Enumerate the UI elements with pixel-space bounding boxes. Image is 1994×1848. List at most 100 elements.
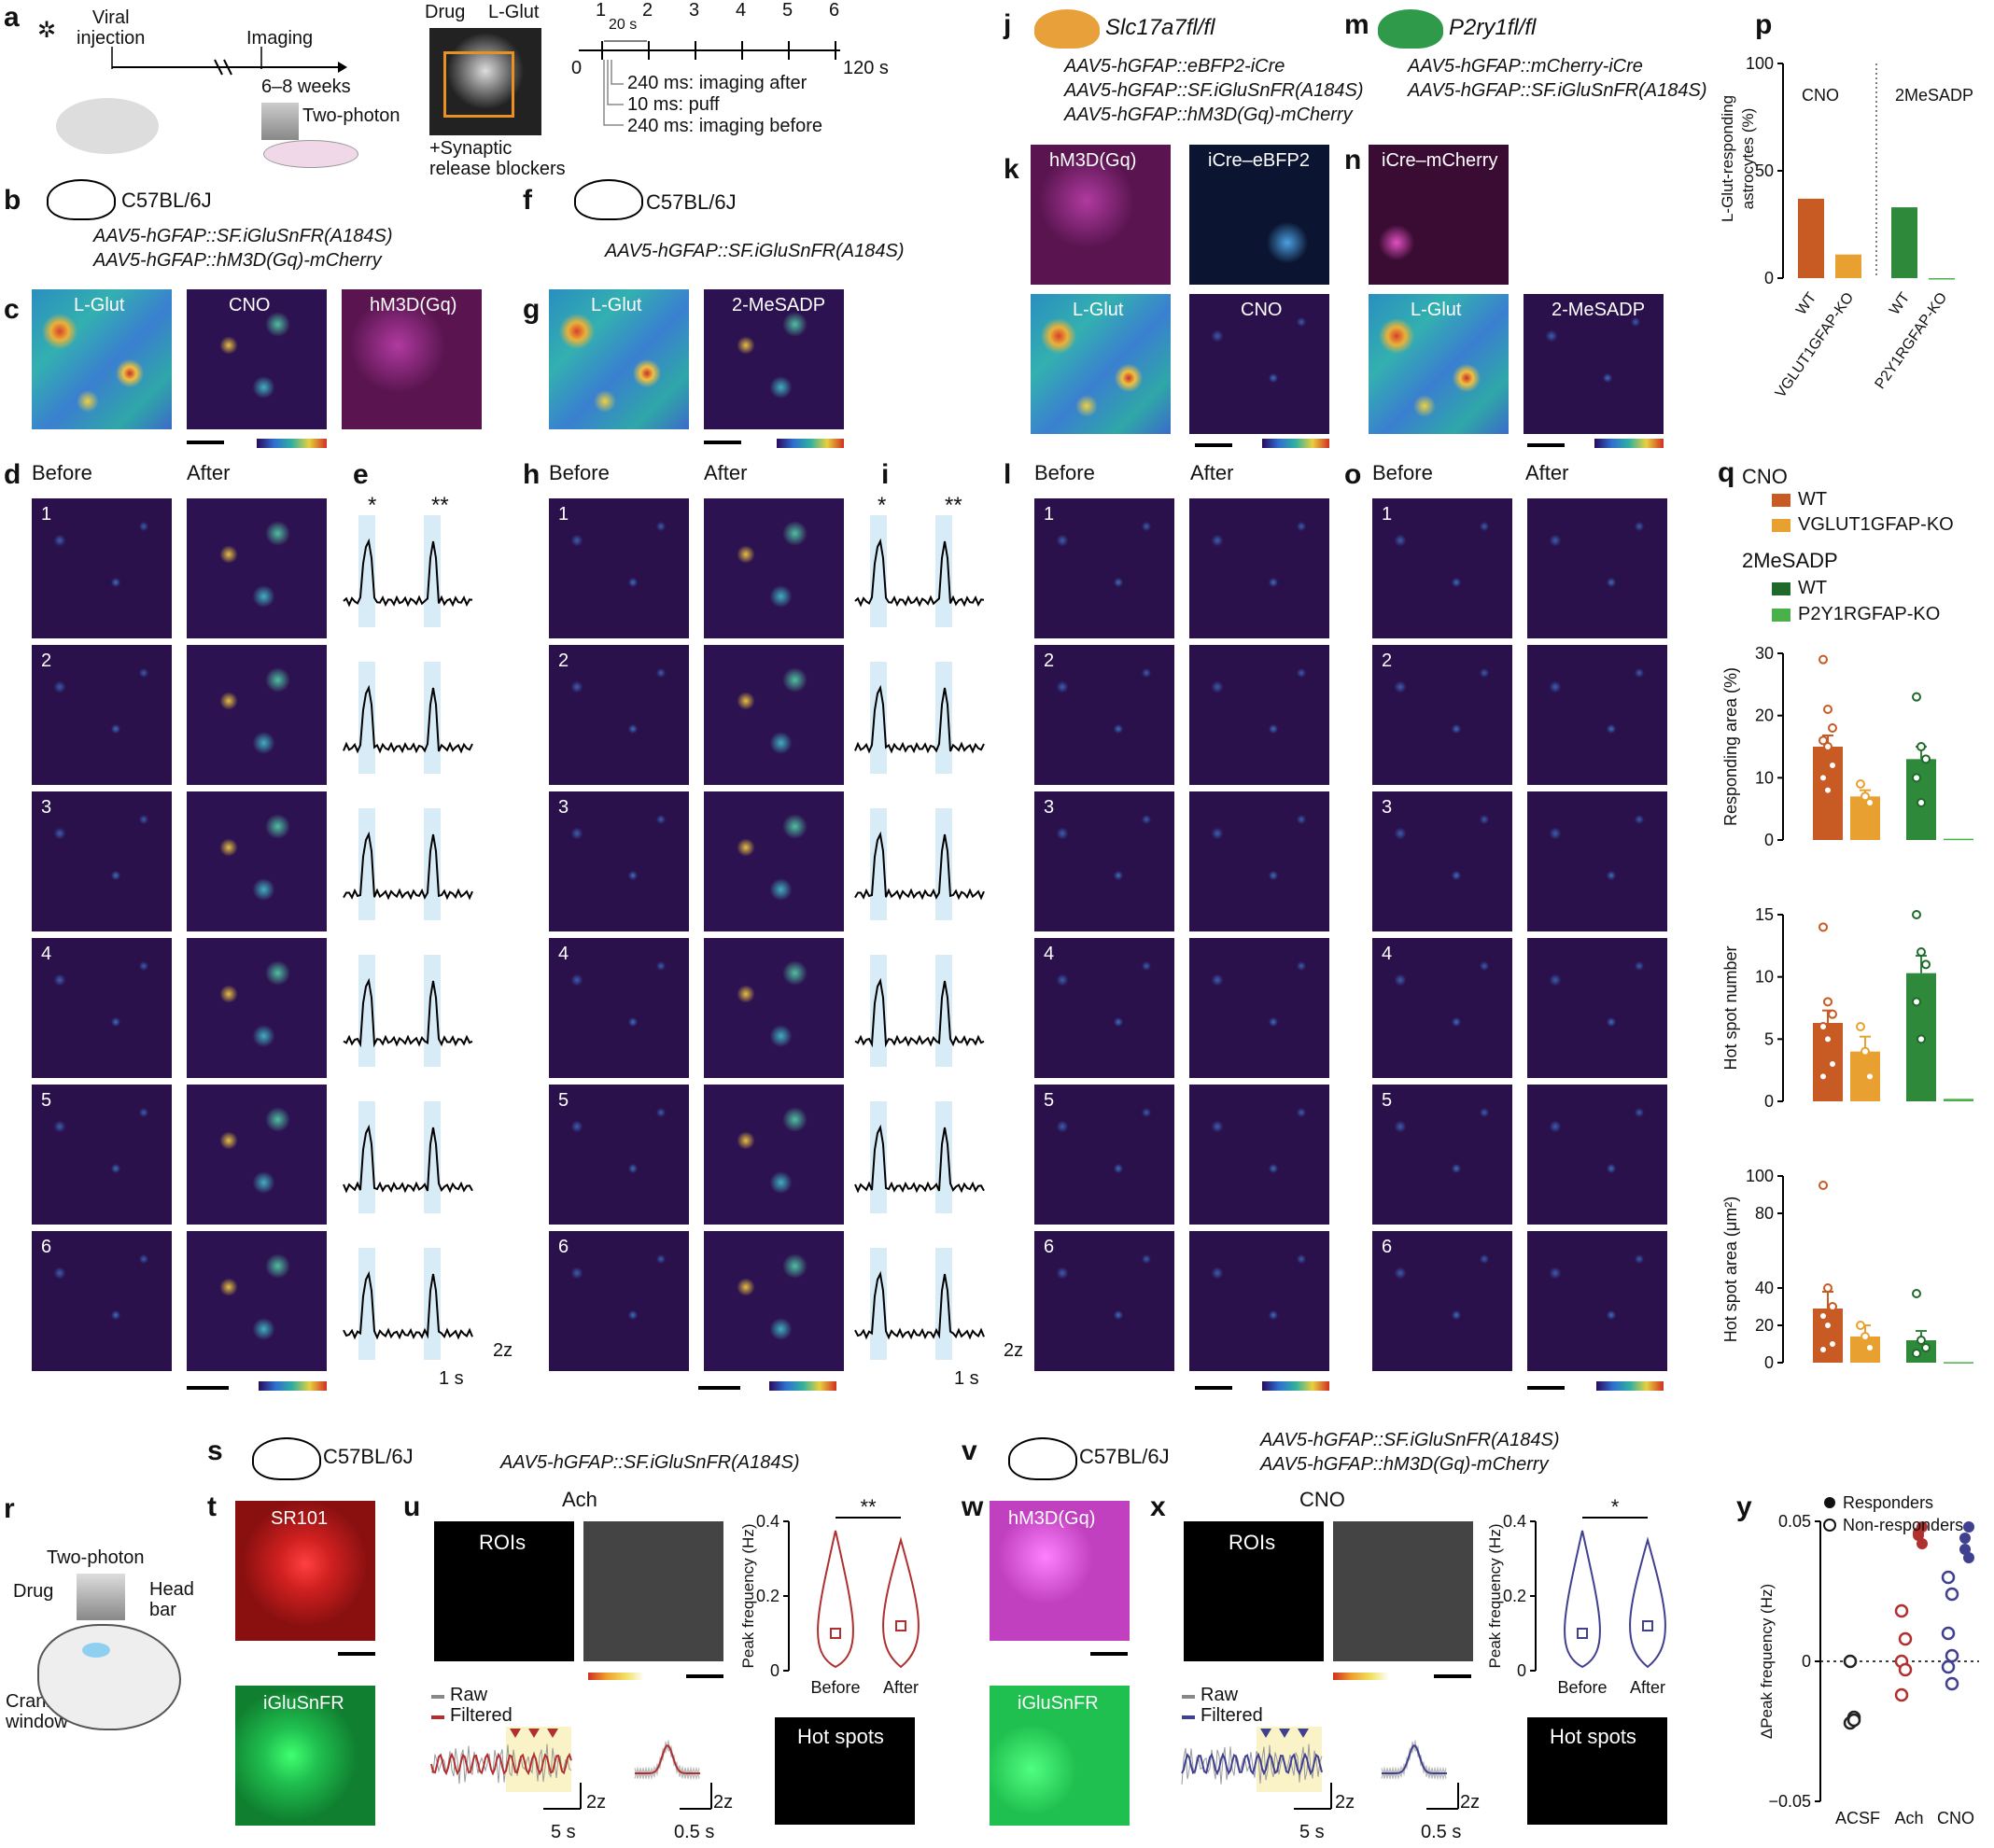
peak-marker [1260,1729,1271,1738]
viral-injection-label: Viral injection [77,7,146,49]
y-axis-label: Hot spot area (μm²) [1721,1197,1740,1342]
panel-s-vector: AAV5-hGFAP::SF.iGluSnFR(A184S) [500,1452,800,1473]
after-image [1527,938,1667,1078]
row-number: 2 [558,651,569,671]
x-label: Before [810,1678,860,1697]
row-number: 6 [1382,1237,1393,1257]
row-number: 1 [1044,504,1055,525]
row-number: 2 [1044,651,1055,671]
roi-box [443,51,514,118]
data-point [1818,1022,1828,1031]
after-image [704,645,844,785]
y-tick-label: 0.2 [1503,1587,1526,1605]
iglusnfr-title: iGluSnFR [1018,1693,1099,1714]
colorbar [1262,439,1329,448]
x-label: After [1630,1678,1665,1697]
green-mouse-icon [1378,9,1443,49]
y-tick-label: 0 [1764,1353,1774,1372]
hotspots-title: Hot spots [797,1725,884,1748]
average-trace-u [634,1740,712,1810]
lglut-map-k: L-Glut [1031,294,1171,434]
trace-svg [854,955,985,1067]
data-point [1917,742,1926,751]
z-scale-i: 2z [1004,1340,1024,1361]
data-point [1823,742,1833,751]
after-header: After [1525,461,1569,484]
trace-svg [854,662,985,774]
panel-j-vector-3: AAV5-hGFAP::hM3D(Gq)-mCherry [1064,105,1353,125]
y-axis-label: Peak frequency (Hz) [739,1524,757,1669]
data-point [1823,997,1833,1007]
trace-x [1181,1727,1332,1810]
weeks-label: 6–8 weeks [261,77,351,97]
q-hotspot-area-chart: 0 20 40 80 100 Hot spot area (μm²) [1721,1167,1973,1372]
after-image [1189,791,1329,931]
panel-f-strain: C57BL/6J [646,190,737,214]
hm3d-title: hM3D(Gq) [1049,150,1137,171]
puff-label: 10 ms: puff [627,94,720,115]
y-tick-label: 0 [1764,269,1774,287]
scale-bar-d [187,1386,229,1390]
nonresponder-point [1894,1603,1909,1618]
bar [1944,1362,1973,1364]
mouse-head-fixed-illustration [37,1624,181,1730]
legend-ko1-label: VGLUT1GFAP-KO [1798,514,1954,535]
legend-wt2-swatch [1772,582,1790,595]
data-point [1828,761,1837,770]
filtered-legend-label: Filtered [1201,1705,1263,1726]
panel-v-strain: C57BL/6J [1079,1445,1170,1468]
puff-window-2 [935,1248,952,1360]
before-image: 4 [549,938,689,1078]
nonresponder-point [1898,1631,1913,1646]
tick-5: 5 [782,0,793,21]
after-image [704,1231,844,1371]
row-number: 5 [1382,1090,1393,1111]
tick-3: 3 [689,0,700,21]
y-tick-label: 0 [1517,1661,1526,1680]
virus-icon: ✲ [37,18,57,43]
legend-ko2-swatch [1772,609,1790,622]
data-point [1921,754,1931,764]
q-responding-area-chart: 0 10 20 30 Responding area (%) [1721,644,1973,849]
y-tick-label: 0 [1802,1652,1811,1671]
panel-x-title: CNO [1299,1488,1345,1511]
data-point [1818,1071,1828,1082]
after-image [1527,1231,1667,1371]
two-photon-label: Two-photon [47,1547,145,1568]
before-image: 1 [32,498,172,638]
filtered-legend-swatch [1182,1715,1195,1719]
y-axis-label: Responding area (%) [1721,667,1740,826]
iglusnfr-title: iGluSnFR [263,1693,344,1714]
tick-2: 2 [642,0,653,21]
trace-svg [343,1101,473,1213]
before-image: 3 [1372,791,1512,931]
responder-point [1917,1521,1928,1533]
panel-s-strain: C57BL/6J [323,1445,414,1468]
after-header: After [187,461,231,484]
z-scale-x2: 2z [1460,1792,1481,1813]
puff-window-1 [870,1101,887,1213]
star-2: ** [945,493,962,518]
after-image [1189,938,1329,1078]
x-label: Ach [1894,1809,1923,1827]
average-trace-x [1381,1740,1459,1810]
panel-e-label: e [353,459,369,490]
before-image: 5 [32,1085,172,1225]
cno-map-k: CNO [1189,294,1329,434]
x-label: ACSF [1835,1809,1880,1827]
q-hotspot-number-chart: 0 5 10 15 Hot spot number [1721,905,1973,1111]
tick-4: 4 [736,0,747,21]
y-tick-label: 15 [1755,905,1774,924]
colorbar-l [1262,1381,1329,1391]
before-image: 1 [1372,498,1512,638]
bar [1891,207,1917,278]
panel-q-label: q [1718,457,1735,488]
brain-slice-illustration [263,140,358,168]
data-point [1828,1059,1837,1069]
violin [882,1536,920,1669]
cranial-window-icon [82,1643,110,1658]
cno-title: CNO [229,295,271,315]
x-label: After [883,1678,919,1697]
row-number: 2 [1382,651,1393,671]
